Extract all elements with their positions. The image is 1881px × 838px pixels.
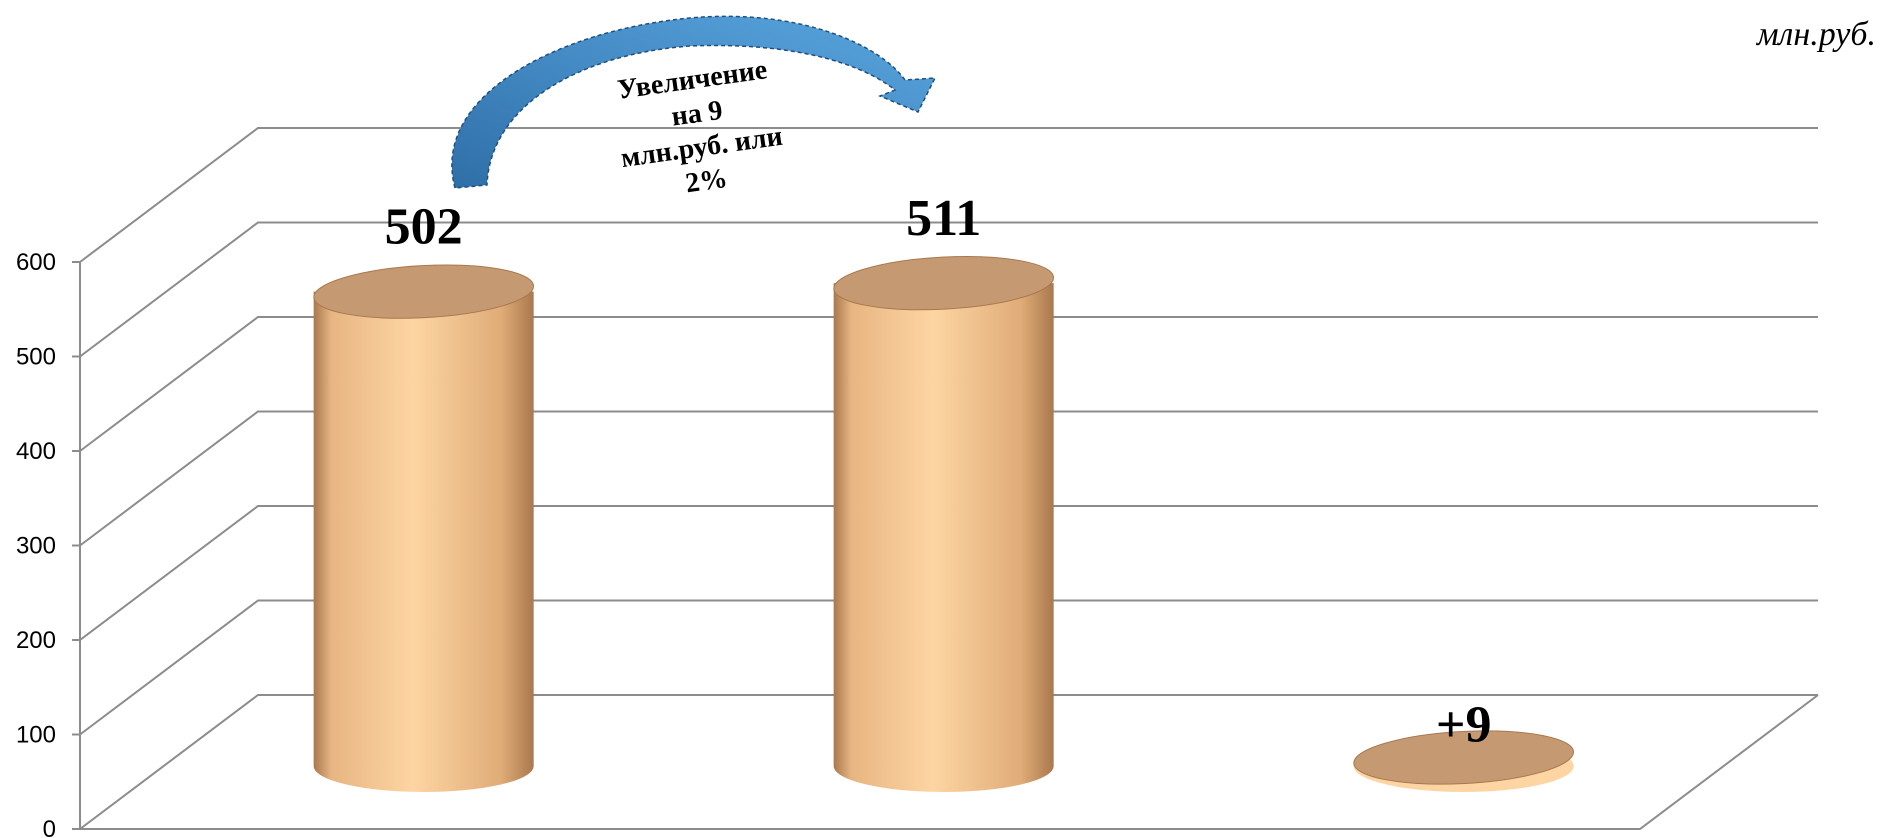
floor-edge	[80, 694, 1819, 830]
gridline	[79, 599, 1818, 736]
annotation-line-4: 2%	[684, 163, 730, 200]
y-tick-label: 400	[16, 438, 56, 465]
data-label: 511	[906, 190, 981, 247]
bar: +9	[1353, 697, 1575, 793]
y-tick-label: 600	[16, 249, 56, 276]
gridline	[79, 694, 1818, 830]
data-label: 502	[385, 199, 463, 256]
curved-arrow-icon	[451, 15, 937, 189]
y-tick-label: 100	[16, 722, 56, 749]
annotation-line-2: на 9	[670, 95, 725, 133]
y-tick-label: 200	[16, 627, 56, 654]
gridline	[79, 410, 1818, 547]
bar-body	[833, 283, 1054, 793]
y-tick-label: 300	[16, 533, 56, 560]
bar: 511	[833, 190, 1055, 793]
gridline	[79, 221, 1818, 358]
increase-annotation: Увеличение на 9 млн.руб. или 2%	[616, 54, 785, 200]
gridline	[79, 316, 1818, 452]
bar-top	[833, 256, 1055, 311]
gridline	[79, 127, 1818, 263]
bar-top	[1353, 730, 1575, 785]
bars: 502 511 +9	[313, 190, 1575, 793]
y-axis: 0 100 200 300 400 500 600	[16, 249, 81, 838]
y-tick-label: 500	[16, 344, 56, 371]
increase-arrow	[451, 15, 937, 189]
gridline	[79, 505, 1818, 641]
unit-label: млн.руб.	[1756, 16, 1876, 53]
bar: 502	[313, 199, 535, 793]
y-tick-label: 0	[43, 816, 56, 838]
gridlines	[79, 127, 1819, 830]
bar-body	[313, 291, 534, 793]
bar-top	[313, 264, 535, 319]
data-label: +9	[1436, 697, 1492, 754]
